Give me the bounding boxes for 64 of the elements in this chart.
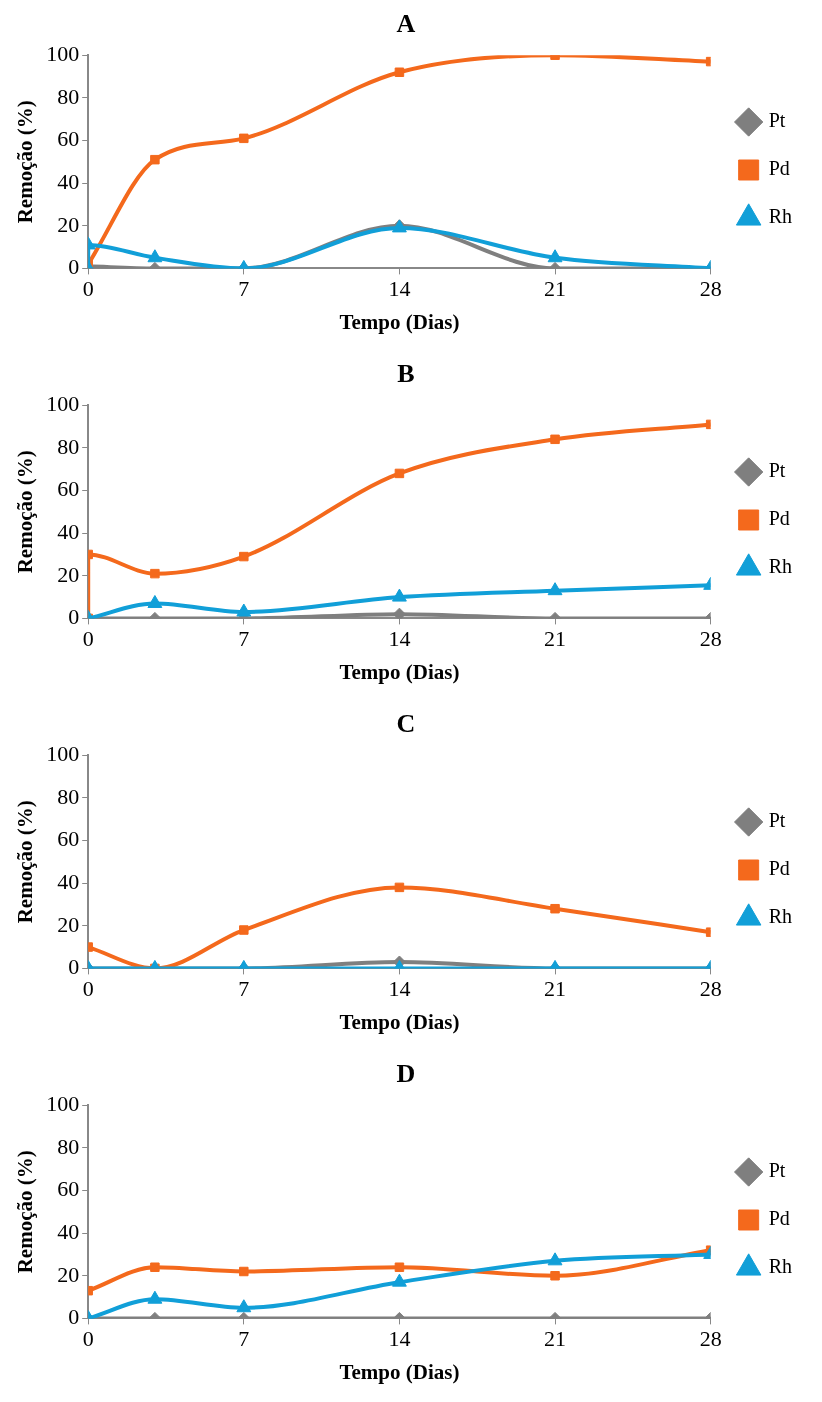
x-tick-label: 28 bbox=[699, 276, 722, 302]
x-tick-label: 14 bbox=[388, 276, 411, 302]
legend-label: Pd bbox=[768, 857, 790, 880]
legend-label: Pt bbox=[768, 1159, 786, 1182]
y-axis-title: Remoção (%) bbox=[13, 800, 38, 924]
legend-label: Pd bbox=[768, 1207, 790, 1230]
chart-title: A bbox=[396, 9, 416, 39]
y-tick-label: 40 bbox=[57, 168, 80, 194]
y-tick-label: 40 bbox=[57, 518, 80, 544]
y-tick-label: 20 bbox=[57, 1261, 80, 1287]
y-tick-label: 40 bbox=[57, 1218, 80, 1244]
x-tick-label: 7 bbox=[238, 276, 250, 302]
legend-label: Pt bbox=[768, 109, 786, 132]
y-tick-label: 60 bbox=[57, 1176, 80, 1202]
legend-label: Pd bbox=[768, 157, 790, 180]
x-tick-label: 7 bbox=[238, 1326, 250, 1352]
y-tick-label: 20 bbox=[57, 561, 80, 587]
y-tick-label: 60 bbox=[57, 826, 80, 852]
x-tick-label: 28 bbox=[699, 976, 722, 1002]
chart-title: B bbox=[397, 359, 415, 389]
chart-title: D bbox=[396, 1059, 416, 1089]
x-tick-label: 28 bbox=[699, 626, 722, 652]
legend-label: Rh bbox=[768, 555, 792, 578]
x-tick-label: 28 bbox=[699, 1326, 722, 1352]
x-axis-title: Tempo (Dias) bbox=[339, 309, 460, 334]
y-tick-label: 20 bbox=[57, 211, 80, 237]
y-tick-label: 80 bbox=[57, 783, 80, 809]
x-axis-title: Tempo (Dias) bbox=[339, 659, 460, 684]
y-tick-label: 20 bbox=[57, 911, 80, 937]
y-tick-label: 0 bbox=[68, 954, 80, 980]
y-tick-label: 100 bbox=[46, 1090, 80, 1116]
y-tick-label: 100 bbox=[46, 40, 80, 66]
y-axis-title: Remoção (%) bbox=[13, 450, 38, 574]
x-tick-label: 7 bbox=[238, 626, 250, 652]
y-tick-label: 80 bbox=[57, 83, 80, 109]
chart-title: C bbox=[396, 709, 416, 739]
x-tick-label: 7 bbox=[238, 976, 250, 1002]
y-tick-label: 0 bbox=[68, 254, 80, 280]
y-tick-label: 0 bbox=[68, 604, 80, 630]
legend-label: Rh bbox=[768, 1255, 792, 1278]
y-tick-label: 80 bbox=[57, 1133, 80, 1159]
y-axis-title: Remoção (%) bbox=[13, 100, 38, 224]
x-tick-label: 21 bbox=[544, 626, 567, 652]
x-tick-label: 14 bbox=[388, 976, 411, 1002]
legend-label: Rh bbox=[768, 905, 792, 928]
legend-label: Pt bbox=[768, 809, 786, 832]
x-tick-label: 21 bbox=[544, 1326, 567, 1352]
y-axis-title: Remoção (%) bbox=[13, 1150, 38, 1274]
y-tick-label: 60 bbox=[57, 126, 80, 152]
x-axis-title: Tempo (Dias) bbox=[339, 1009, 460, 1034]
y-tick-label: 60 bbox=[57, 476, 80, 502]
x-tick-label: 14 bbox=[388, 1326, 411, 1352]
y-tick-label: 40 bbox=[57, 868, 80, 894]
x-tick-label: 21 bbox=[544, 976, 567, 1002]
x-tick-label: 21 bbox=[544, 276, 567, 302]
y-tick-label: 0 bbox=[68, 1304, 80, 1330]
x-tick-label: 14 bbox=[388, 626, 411, 652]
legend-label: Rh bbox=[768, 205, 792, 228]
x-axis-title: Tempo (Dias) bbox=[339, 1359, 460, 1384]
y-tick-label: 80 bbox=[57, 433, 80, 459]
legend-label: Pd bbox=[768, 507, 790, 530]
legend-label: Pt bbox=[768, 459, 786, 482]
y-tick-label: 100 bbox=[46, 740, 80, 766]
y-tick-label: 100 bbox=[46, 390, 80, 416]
